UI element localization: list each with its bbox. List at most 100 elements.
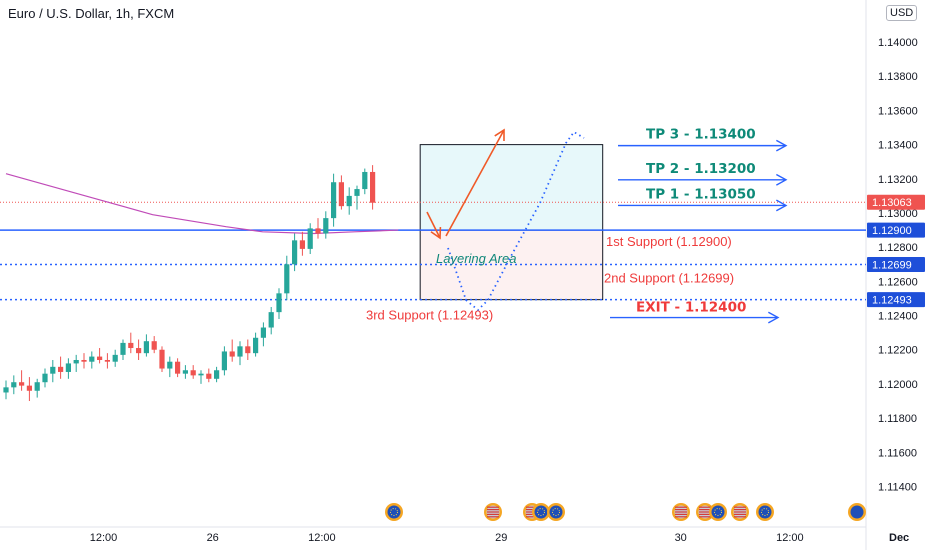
price-tick-label: 1.11400 (878, 481, 917, 493)
candle-body (65, 363, 71, 372)
price-tags: 1.13063 1.12900 1.12699 1.12493 (867, 194, 925, 308)
price-tick-label: 1.11800 (878, 413, 917, 425)
event-flags[interactable] (385, 503, 866, 521)
price-axis[interactable]: 1.14000 1.13800 1.13600 1.13400 1.13200 1.130… (865, 0, 918, 550)
candle-body (229, 351, 235, 357)
rally-arrow (445, 129, 505, 237)
candle-body (120, 342, 126, 355)
candle-body (370, 171, 376, 203)
candle-body (182, 370, 188, 374)
candle-body (89, 356, 95, 362)
candle-body (73, 359, 79, 364)
short-dip-arrow (426, 211, 441, 239)
candle-body (97, 356, 103, 360)
candle-body (136, 348, 142, 354)
first-support-tag: 1.12900 (872, 225, 912, 237)
third-support-label: 3rd Support (1.12493) (366, 308, 493, 323)
candle-body (268, 312, 274, 328)
candle-body (128, 342, 134, 349)
price-tick-label: 1.12000 (878, 379, 918, 391)
event-flag-eu-icon[interactable] (756, 503, 774, 521)
price-tick-label: 1.12600 (878, 276, 918, 288)
event-flag-eu-icon[interactable] (709, 503, 727, 521)
candle-body (315, 228, 321, 234)
candle-body (260, 327, 266, 338)
candle-body (81, 359, 87, 362)
price-tick-label: 1.11600 (878, 447, 917, 459)
candle-body (354, 189, 360, 196)
currency-button[interactable]: USD (886, 5, 918, 21)
event-flag-us-eu-icon[interactable] (484, 503, 502, 521)
candle-body (34, 382, 40, 391)
time-tick-label: 12:00 (308, 532, 336, 544)
tp2-arrow-head (776, 173, 788, 186)
price-tick-label: 1.13400 (878, 140, 918, 152)
candle-body (323, 218, 329, 234)
trade-zones (419, 144, 604, 301)
rally-arrow-head (494, 128, 505, 142)
price-tick-label: 1.13600 (878, 105, 918, 117)
projected-path (447, 130, 585, 312)
event-flag-us-icon[interactable] (731, 503, 749, 521)
first-support-label: 1st Support (1.12900) (606, 234, 732, 249)
candle-body (26, 385, 32, 391)
candle-body (167, 361, 173, 369)
candle-body (237, 346, 243, 357)
tp2-label: TP 2 - 1.13200 (646, 161, 756, 177)
candle-body (159, 349, 165, 369)
candle-body (3, 387, 9, 393)
chart-title: Euro / U.S. Dollar, 1h, FXCM (8, 6, 175, 21)
event-flag-eu-icon[interactable] (547, 503, 565, 521)
time-tick-label: Dec (889, 532, 909, 544)
time-tick-label: 26 (207, 532, 219, 544)
second-support-tag: 1.12699 (872, 259, 912, 271)
candle-body (198, 373, 204, 376)
candle-body (245, 346, 251, 354)
time-tick-label: 12:00 (90, 532, 118, 544)
moving-average-line (5, 173, 399, 235)
event-flag-eu-icon[interactable] (385, 503, 403, 521)
event-flag-eu-icon[interactable] (848, 503, 866, 521)
last-price-tag: 1.13063 (872, 197, 912, 209)
time-tick-label: 30 (675, 532, 687, 544)
event-flag-us-icon[interactable] (696, 503, 714, 521)
first-support-tag-box (867, 222, 925, 238)
last-price-tag-box (867, 194, 925, 210)
time-tick-label: 12:00 (776, 532, 804, 544)
price-tick-label: 1.14000 (878, 37, 918, 49)
candle-body (42, 373, 48, 383)
price-tick-label: 1.13200 (878, 174, 918, 186)
candle-body (175, 361, 181, 374)
price-tick-label: 1.13800 (878, 71, 918, 83)
tp3-arrow-head (776, 139, 788, 152)
candle-body (19, 382, 25, 386)
third-support-tag: 1.12493 (872, 295, 912, 307)
second-support-label: 2nd Support (1.12699) (604, 270, 734, 285)
candle-body (11, 382, 17, 388)
candle-body (292, 240, 298, 265)
exit-label: EXIT - 1.12400 (636, 300, 746, 316)
drawings: TP 3 - 1.13400 TP 2 - 1.13200 TP 1 - 1.130… (366, 127, 788, 324)
candle-body (143, 341, 149, 354)
exit-arrow-head (768, 311, 780, 324)
candle-body (331, 182, 337, 219)
layering-area-label: Layering Area (436, 251, 516, 266)
candle-body (346, 195, 352, 207)
take-profit-box (419, 144, 604, 231)
candle-body (338, 182, 344, 207)
candle-body (253, 337, 259, 354)
price-tick-label: 1.12200 (878, 345, 918, 357)
short-dip-arrow-head (430, 226, 442, 240)
event-flag-us-us-icon[interactable] (672, 503, 690, 521)
candle-body (284, 264, 290, 294)
event-flag-eu-icon[interactable] (532, 503, 550, 521)
third-support-tag-box (867, 292, 925, 308)
candle-body (50, 366, 56, 374)
candle-body (362, 171, 368, 190)
tp1-label: TP 1 - 1.13050 (646, 186, 756, 202)
candle-body (221, 351, 227, 371)
candle-body (307, 228, 313, 249)
candle-body (299, 240, 305, 249)
